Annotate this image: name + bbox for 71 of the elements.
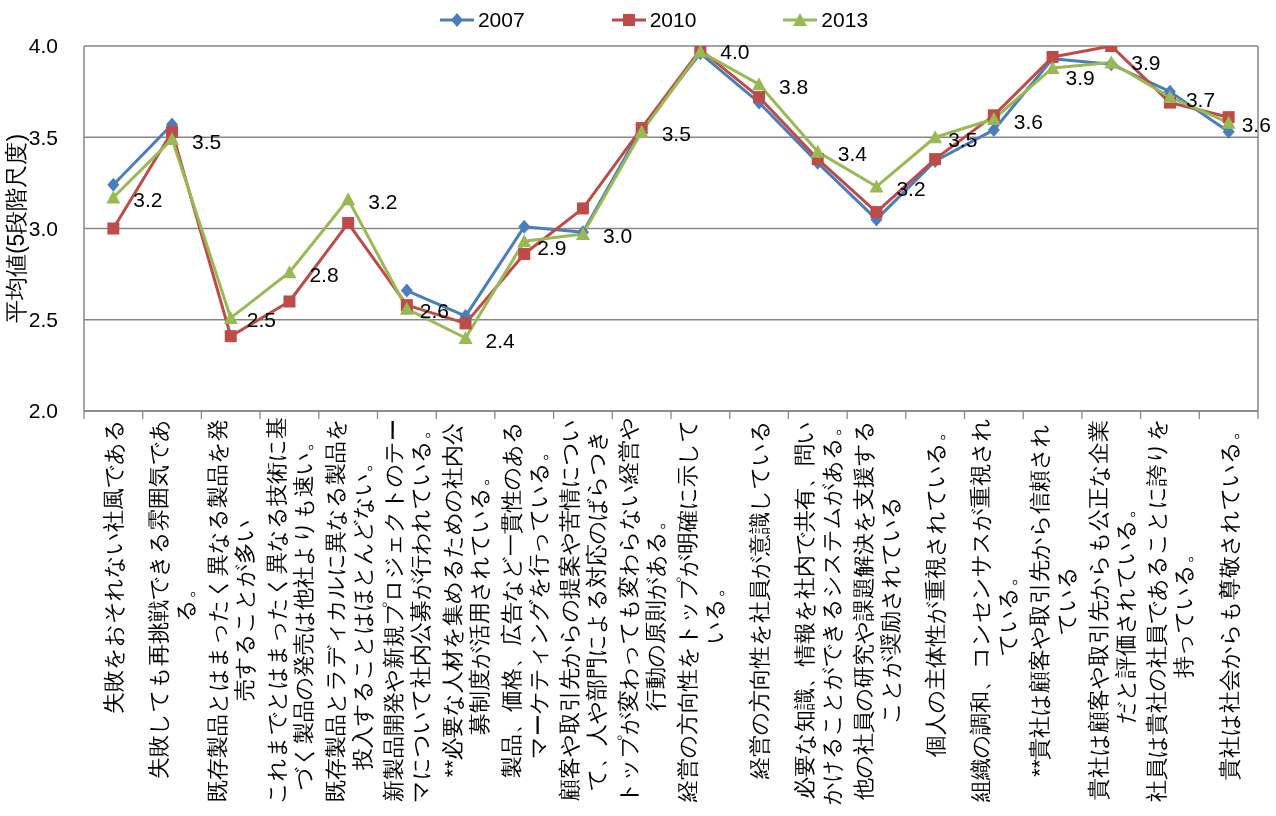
point: [752, 77, 767, 91]
x-tick-label: 経営の方向性をトップが明確に示している。: [674, 418, 727, 803]
point: [107, 222, 120, 235]
point: [517, 234, 532, 248]
point: [400, 283, 413, 298]
point: [1221, 115, 1236, 129]
x-tick-label: 個人の主体性が重視されている。: [923, 419, 949, 757]
data-label: 3.8: [779, 74, 809, 98]
y-tick-label: 3.0: [28, 216, 58, 240]
x-tick-label: 組織の調和、コンセンサスが重視されている。: [968, 418, 1021, 803]
data-label: 4.0: [720, 39, 750, 63]
legend-label: 2007: [477, 8, 525, 32]
x-tick-label: 失敗しても再挑戦できる雰囲気である。: [146, 419, 199, 779]
x-tick-label: これまでとはまったく異なる技術に基づく製品の発売は他社よりも速い。: [263, 416, 316, 804]
data-label: 3.6: [1241, 113, 1271, 137]
data-label: 3.4: [837, 142, 868, 166]
data-label: 3.2: [368, 189, 398, 213]
data-label: 3.0: [602, 224, 633, 248]
data-label: 2.9: [537, 235, 567, 259]
x-tick-label: 既存製品とラディカルに異なる製品を投入することはほとんどない。: [322, 418, 375, 802]
y-tick-label: 3.5: [28, 125, 58, 149]
point: [459, 317, 472, 330]
data-label: 3.2: [133, 187, 163, 211]
point: [810, 144, 825, 158]
x-tick-label: 顧客や取引先からの提案や苦情について、人や部門による対応のばらつき: [557, 419, 610, 801]
point: [928, 130, 943, 144]
point: [341, 192, 356, 206]
point: [165, 132, 180, 146]
x-tick-label: トップが変わっても変わらない経営や行動の原則がある。: [616, 416, 669, 804]
x-tick-label: 必要な知識、情報を社内で共有、問いかけることができるシステムがある。: [792, 415, 845, 805]
x-tick-label: 他の社員の研究や課題解決を支援することが奨励されている: [850, 420, 903, 800]
point: [753, 91, 766, 104]
point: [223, 310, 238, 324]
data-label: 2.4: [485, 328, 516, 352]
x-tick-label: 新製品開発や新規プロジェクトのテーマについて社内公募が行われている。: [381, 417, 434, 803]
x-tick-label: **必要な人材を集めるための社内公募制度が活用されている。: [439, 423, 492, 778]
point: [458, 331, 473, 344]
point: [282, 265, 297, 279]
data-label: 2.8: [309, 262, 339, 286]
x-tick-label: **貴社は顧客や取引先から信頼されている: [1026, 423, 1079, 777]
point: [342, 217, 355, 230]
point: [1045, 60, 1060, 74]
point: [107, 177, 120, 192]
point: [869, 179, 884, 193]
point: [1162, 90, 1177, 104]
legend-label: 2013: [821, 8, 869, 32]
point: [224, 330, 237, 343]
point: [870, 206, 883, 219]
x-tick-label: 失敗をおそれない社風である: [101, 418, 127, 714]
x-tick-label: 社員は貴社の社員であることに誇りを持っている。: [1144, 418, 1197, 802]
data-label: 3.9: [1065, 66, 1095, 90]
y-axis-title: 平均値(5段階尺度): [3, 133, 29, 324]
y-tick-label: 2.0: [28, 399, 58, 423]
x-tick-label: 貴社は顧客や取引先からも公正な企業だと評価されている。: [1085, 420, 1138, 800]
data-label: 3.5: [661, 122, 691, 146]
point: [518, 248, 531, 261]
point: [576, 202, 589, 215]
y-tick-label: 2.5: [28, 308, 58, 332]
data-label: 3.7: [1185, 87, 1216, 111]
x-tick-label: 貴社は社会からも尊敬されている。: [1216, 418, 1242, 780]
point: [106, 190, 121, 204]
legend-label: 2010: [649, 8, 697, 32]
y-tick-label: 4.0: [28, 34, 58, 58]
point: [518, 219, 531, 234]
point: [283, 295, 296, 308]
data-label: 3.6: [1013, 109, 1044, 133]
data-label: 3.9: [1131, 50, 1161, 74]
data-label: 3.5: [192, 129, 222, 153]
x-tick-label: 既存製品とはまったく異なる製品を発売することが多い: [205, 418, 258, 802]
x-tick-label: 製品、価格、広告など一貫性のあるマーケティングを行っている。: [498, 420, 551, 778]
x-tick-label: 経営の方向性を社員が意識している: [746, 419, 772, 780]
